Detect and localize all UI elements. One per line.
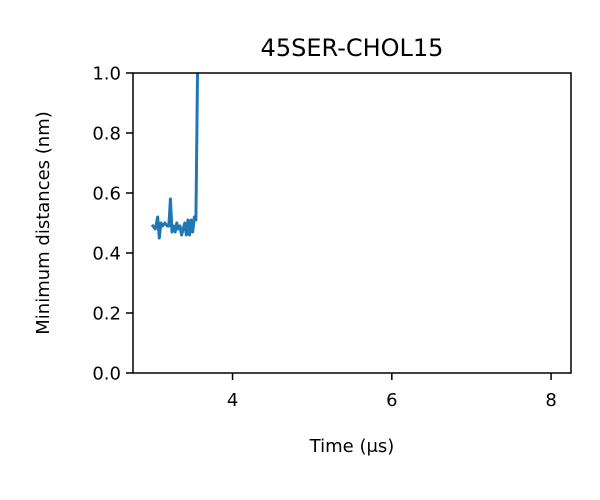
x-tick-label: 4 — [227, 390, 238, 411]
x-tick-label: 8 — [545, 390, 556, 411]
axes: 4 6 8 0.0 0.2 0.4 0.6 0.8 1.0 — [92, 64, 572, 411]
y-tick-label: 1.0 — [92, 64, 121, 85]
series-line-0 — [150, 73, 200, 240]
x-tick-label: 6 — [386, 390, 397, 411]
y-tick-label: 0.8 — [92, 124, 121, 145]
plot-frame — [132, 72, 572, 374]
y-tick-label: 0.0 — [92, 364, 121, 385]
chart-title: 45SER-CHOL15 — [261, 34, 444, 62]
x-axis-label: Time (μs) — [309, 436, 395, 457]
y-tick-label: 0.2 — [92, 304, 121, 325]
y-tick-label: 0.4 — [92, 244, 121, 265]
plot-area — [150, 73, 200, 240]
y-tick-label: 0.6 — [92, 184, 121, 205]
y-axis-label: Minimum distances (nm) — [33, 111, 54, 335]
